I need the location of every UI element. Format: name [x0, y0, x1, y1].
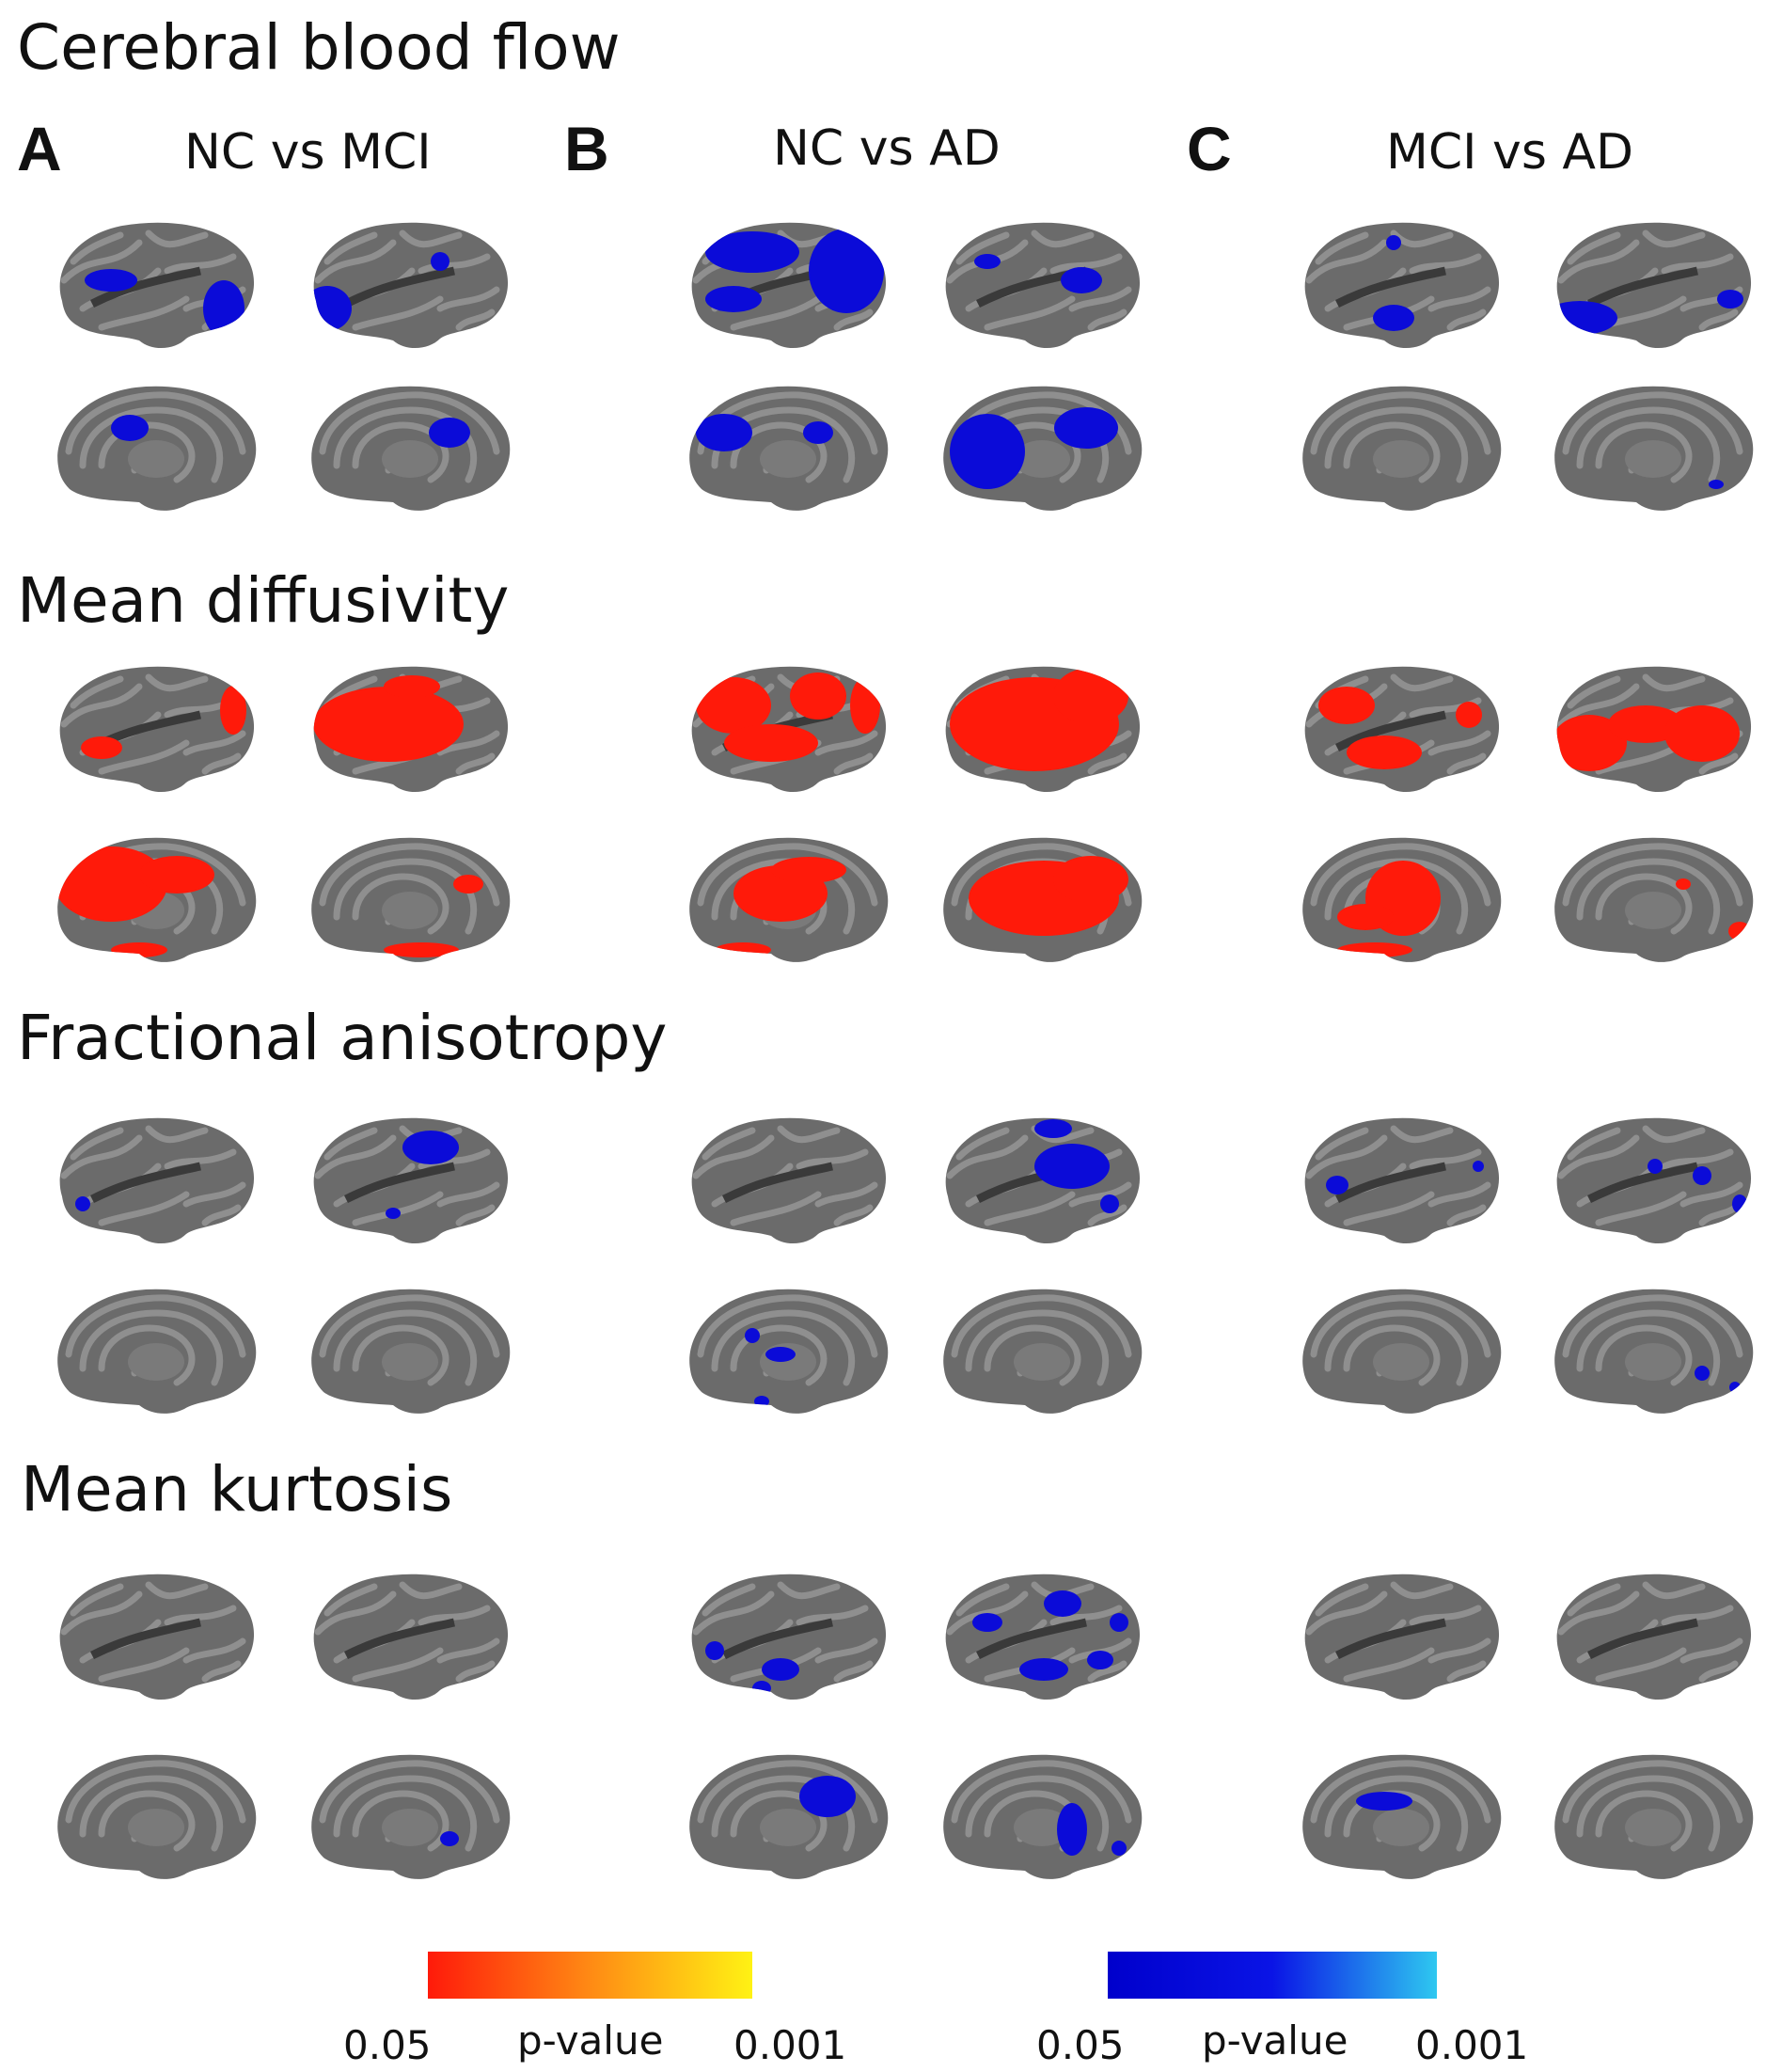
brain-1-1-1 [931, 658, 1147, 799]
colorbar-red-title: p-value [517, 2017, 664, 2064]
colorbar-red-high-label: 0.001 [733, 2022, 847, 2068]
brain-2-2-2 [1290, 1279, 1506, 1420]
section-title-mk: Mean kurtosis [21, 1453, 453, 1526]
brain-0-0-1 [299, 214, 515, 356]
brain-2-2-0 [1290, 1110, 1506, 1251]
column-letter-c: C [1187, 114, 1232, 183]
brain-3-2-3 [1542, 1745, 1758, 1886]
brain-1-0-2 [45, 828, 261, 969]
brain-0-0-3 [299, 376, 515, 517]
section-title-md: Mean diffusivity [17, 564, 510, 637]
brain-0-0-2 [45, 376, 261, 517]
brain-3-2-0 [1290, 1566, 1506, 1707]
brain-2-1-3 [931, 1279, 1147, 1420]
brain-3-1-1 [931, 1566, 1147, 1707]
brain-0-2-1 [1542, 214, 1758, 356]
brain-2-0-3 [299, 1279, 515, 1420]
brain-2-0-1 [299, 1110, 515, 1251]
brain-3-0-0 [45, 1566, 261, 1707]
brain-0-1-1 [931, 214, 1147, 356]
column-title-c: MCI vs AD [1386, 124, 1634, 181]
colorbar-blue-low-label: 0.05 [1036, 2022, 1125, 2068]
colorbar-red-low-label: 0.05 [343, 2022, 432, 2068]
brain-1-2-2 [1290, 828, 1506, 969]
brain-2-1-2 [677, 1279, 893, 1420]
brain-1-0-0 [45, 658, 261, 799]
brain-1-2-3 [1542, 828, 1758, 969]
brain-1-1-2 [677, 828, 893, 969]
brain-3-0-1 [299, 1566, 515, 1707]
brain-2-0-2 [45, 1279, 261, 1420]
brain-3-0-3 [299, 1745, 515, 1886]
brain-3-1-2 [677, 1745, 893, 1886]
brain-0-1-2 [677, 376, 893, 517]
brain-3-2-1 [1542, 1566, 1758, 1707]
brain-1-1-3 [931, 828, 1147, 969]
column-letter-b: B [564, 114, 609, 183]
brain-0-2-2 [1290, 376, 1506, 517]
brain-2-2-3 [1542, 1279, 1758, 1420]
brain-0-1-3 [931, 376, 1147, 517]
brain-2-2-1 [1542, 1110, 1758, 1251]
brain-3-1-0 [677, 1566, 893, 1707]
brain-3-1-3 [931, 1745, 1147, 1886]
section-title-fa: Fractional anisotropy [17, 1002, 668, 1074]
brain-1-2-1 [1542, 658, 1758, 799]
brain-3-0-2 [45, 1745, 261, 1886]
column-title-a: NC vs MCI [184, 124, 432, 181]
colorbar-blue-cyan [1108, 1952, 1437, 1999]
colorbar-red-yellow [428, 1952, 752, 1999]
section-title-cbf: Cerebral blood flow [17, 11, 621, 84]
brain-1-1-0 [677, 658, 893, 799]
brain-0-0-0 [45, 214, 261, 356]
brain-3-2-2 [1290, 1745, 1506, 1886]
brain-0-1-0 [677, 214, 893, 356]
brain-2-1-1 [931, 1110, 1147, 1251]
column-title-b: NC vs AD [773, 120, 1001, 177]
column-letter-a: A [17, 114, 62, 183]
brain-1-0-1 [299, 658, 515, 799]
brain-0-2-0 [1290, 214, 1506, 356]
brain-1-0-3 [299, 828, 515, 969]
brain-0-2-3 [1542, 376, 1758, 517]
colorbar-blue-title: p-value [1202, 2017, 1348, 2064]
brain-1-2-0 [1290, 658, 1506, 799]
brain-2-1-0 [677, 1110, 893, 1251]
brain-2-0-0 [45, 1110, 261, 1251]
colorbar-blue-high-label: 0.001 [1415, 2022, 1529, 2068]
